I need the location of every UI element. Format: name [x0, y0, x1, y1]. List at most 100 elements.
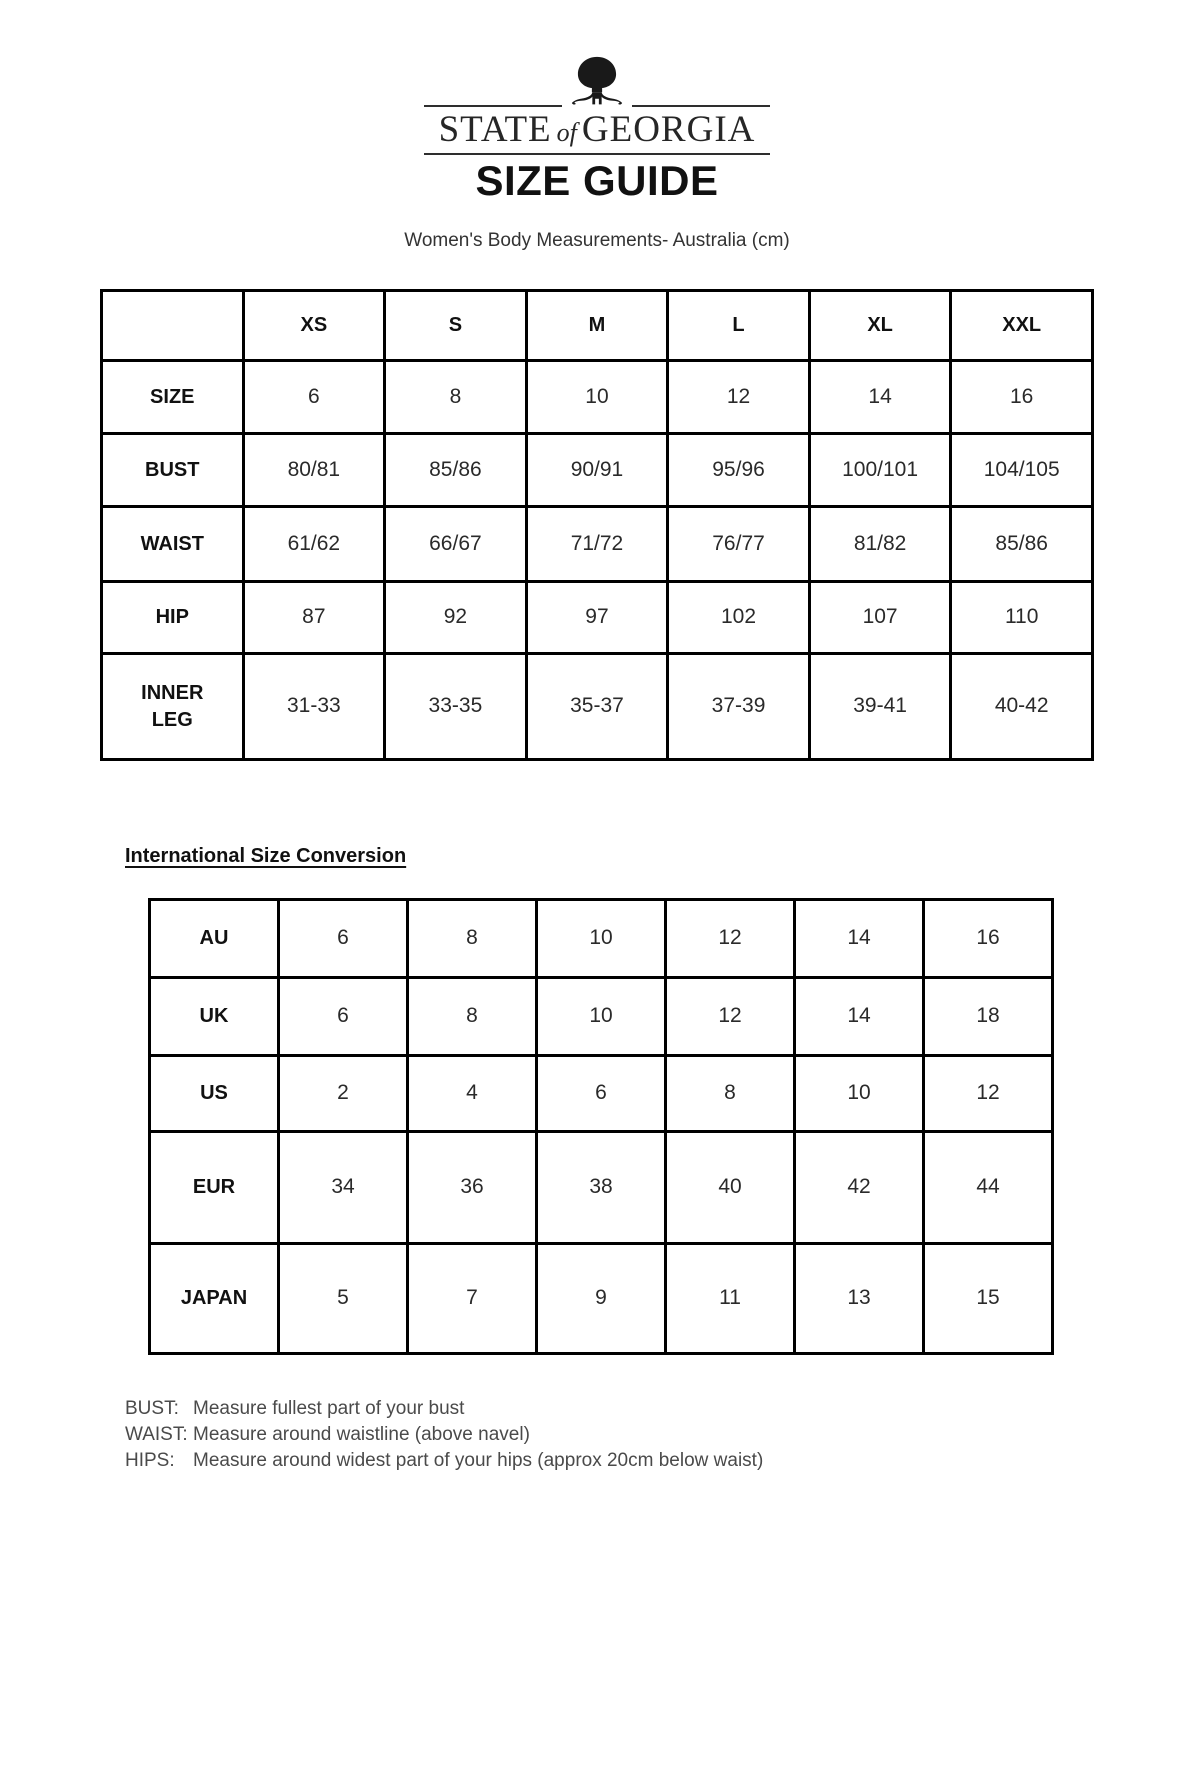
table-row: HIP 87 92 97 102 107 110	[100, 580, 1094, 655]
measurement-value-cell: 71/72	[524, 505, 670, 583]
brand-logo: STATE of GEORGIA	[424, 55, 770, 155]
table-row: INNER LEG 31-33 33-35 35-37 37-39 39-41 40-42	[100, 652, 1094, 761]
conversion-value-cell: 12	[922, 1054, 1054, 1133]
table-row: BUST 80/81 85/86 90/91 95/96 100/101 104/105	[100, 432, 1094, 508]
conversion-value-cell: 14	[793, 898, 925, 979]
conversion-heading: International Size Conversion	[125, 845, 407, 867]
measurement-value-cell: 31-33	[241, 652, 387, 761]
measurement-row-label: HIP	[100, 580, 245, 655]
conversion-value-cell: 10	[793, 1054, 925, 1133]
page-title: SIZE GUIDE	[475, 157, 719, 204]
conversion-value-cell: 10	[535, 898, 667, 979]
instruction-label: WAIST:	[125, 1424, 188, 1445]
measurement-value-cell: 85/86	[949, 505, 1094, 583]
conversion-value-cell: 9	[535, 1242, 667, 1355]
size-column-header: M	[524, 289, 670, 362]
region-row-label: AU	[148, 898, 280, 979]
measurement-row-label: BUST	[100, 432, 245, 508]
conversion-value-cell: 10	[535, 976, 667, 1057]
measurement-row-label: INNER LEG	[100, 652, 245, 761]
table-row: EUR 34 36 38 40 42 44	[148, 1130, 1054, 1245]
size-column-header: XS	[241, 289, 387, 362]
conversion-value-cell: 36	[406, 1130, 538, 1245]
conversion-value-cell: 6	[535, 1054, 667, 1133]
measurement-value-cell: 92	[383, 580, 528, 655]
measurement-value-cell: 81/82	[807, 505, 953, 583]
conversion-value-cell: 2	[277, 1054, 409, 1133]
conversion-value-cell: 42	[793, 1130, 925, 1245]
page-subtitle: Women's Body Measurements- Australia (cm…	[404, 230, 790, 251]
logo-rule-bottom	[424, 153, 770, 155]
conversion-value-cell: 12	[664, 976, 796, 1057]
measurement-value-cell: 90/91	[524, 432, 670, 508]
table-row: SIZE 6 8 10 12 14 16	[100, 359, 1094, 435]
conversion-value-cell: 11	[664, 1242, 796, 1355]
size-column-header: S	[383, 289, 528, 362]
measurement-value-cell: 37-39	[666, 652, 811, 761]
measurement-value-cell: 80/81	[241, 432, 387, 508]
tree-icon	[571, 56, 623, 105]
measurement-value-cell: 102	[666, 580, 811, 655]
conversion-value-cell: 6	[277, 898, 409, 979]
measurement-value-cell: 35-37	[524, 652, 670, 761]
conversion-value-cell: 5	[277, 1242, 409, 1355]
table-row: WAIST 61/62 66/67 71/72 76/77 81/82 85/86	[100, 505, 1094, 583]
measurement-value-cell: 39-41	[807, 652, 953, 761]
brand-name: STATE of GEORGIA	[424, 109, 770, 154]
instruction-text: Measure around widest part of your hips …	[193, 1450, 764, 1471]
brand-name-of: of	[556, 118, 577, 147]
conversion-value-cell: 6	[277, 976, 409, 1057]
measurement-value-cell: 61/62	[241, 505, 387, 583]
conversion-value-cell: 13	[793, 1242, 925, 1355]
instruction-label: HIPS:	[125, 1450, 175, 1471]
instruction-text: Measure fullest part of your bust	[193, 1398, 465, 1419]
corner-cell	[100, 289, 245, 362]
measurement-value-cell: 33-35	[383, 652, 528, 761]
region-row-label: US	[148, 1054, 280, 1133]
conversion-value-cell: 7	[406, 1242, 538, 1355]
logo-rule-top	[424, 105, 770, 107]
size-column-header: L	[666, 289, 811, 362]
measurement-value-cell: 12	[666, 359, 811, 435]
measurement-value-cell: 87	[241, 580, 387, 655]
table-row: AU 6 8 10 12 14 16	[148, 898, 1054, 979]
region-row-label: UK	[148, 976, 280, 1057]
table-row: UK 6 8 10 12 14 18	[148, 976, 1054, 1057]
instruction-row: WAIST: Measure around waistline (above na…	[125, 1422, 1194, 1448]
conversion-value-cell: 40	[664, 1130, 796, 1245]
conversion-value-cell: 8	[406, 898, 538, 979]
instruction-label: BUST:	[125, 1398, 179, 1419]
conversion-value-cell: 16	[922, 898, 1054, 979]
conversion-value-cell: 4	[406, 1054, 538, 1133]
size-column-header: XXL	[949, 289, 1094, 362]
measurement-row-label: WAIST	[100, 505, 245, 583]
conversion-value-cell: 8	[664, 1054, 796, 1133]
measurement-value-cell: 100/101	[807, 432, 953, 508]
region-row-label: EUR	[148, 1130, 280, 1245]
instruction-row: BUST: Measure fullest part of your bust	[125, 1396, 1194, 1422]
conversion-value-cell: 14	[793, 976, 925, 1057]
table-row: US 2 4 6 8 10 12	[148, 1054, 1054, 1133]
conversion-value-cell: 44	[922, 1130, 1054, 1245]
measurement-value-cell: 14	[807, 359, 953, 435]
measurement-value-cell: 6	[241, 359, 387, 435]
brand-header: STATE of GEORGIA SIZE GUIDE Women's Body M…	[0, 0, 1194, 253]
conversion-value-cell: 8	[406, 976, 538, 1057]
measurement-instructions: BUST: Measure fullest part of your bust WA…	[125, 1396, 1194, 1474]
instruction-text: Measure around waistline (above navel)	[193, 1424, 530, 1445]
logo-rule-top-left	[424, 105, 562, 107]
measurement-value-cell: 104/105	[949, 432, 1094, 508]
conversion-value-cell: 15	[922, 1242, 1054, 1355]
region-row-label: JAPAN	[148, 1242, 280, 1355]
conversion-value-cell: 38	[535, 1130, 667, 1245]
conversion-table: AU 6 8 10 12 14 16 UK 6 8 10 12 14 18 US 2 4 6 8 10 12 EUR 34 3…	[148, 898, 1054, 1355]
measurement-row-label: SIZE	[100, 359, 245, 435]
brand-name-state: STATE	[438, 109, 552, 150]
measurement-value-cell: 85/86	[383, 432, 528, 508]
brand-name-georgia: GEORGIA	[581, 109, 756, 150]
conversion-value-cell: 34	[277, 1130, 409, 1245]
conversion-value-cell: 18	[922, 976, 1054, 1057]
table-header-row: XS S M L XL XXL	[100, 289, 1094, 362]
measurement-value-cell: 16	[949, 359, 1094, 435]
